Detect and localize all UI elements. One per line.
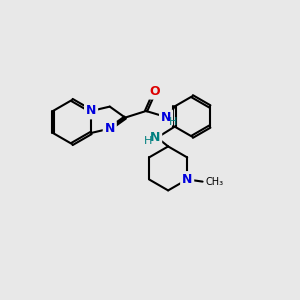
Text: H: H — [169, 117, 177, 127]
Text: N: N — [150, 131, 160, 144]
Text: CH₃: CH₃ — [206, 177, 224, 187]
Text: O: O — [149, 85, 160, 98]
Text: N: N — [86, 104, 96, 118]
Text: H: H — [144, 136, 152, 146]
Text: N: N — [182, 173, 192, 186]
Text: N: N — [161, 111, 171, 124]
Text: N: N — [105, 122, 115, 135]
